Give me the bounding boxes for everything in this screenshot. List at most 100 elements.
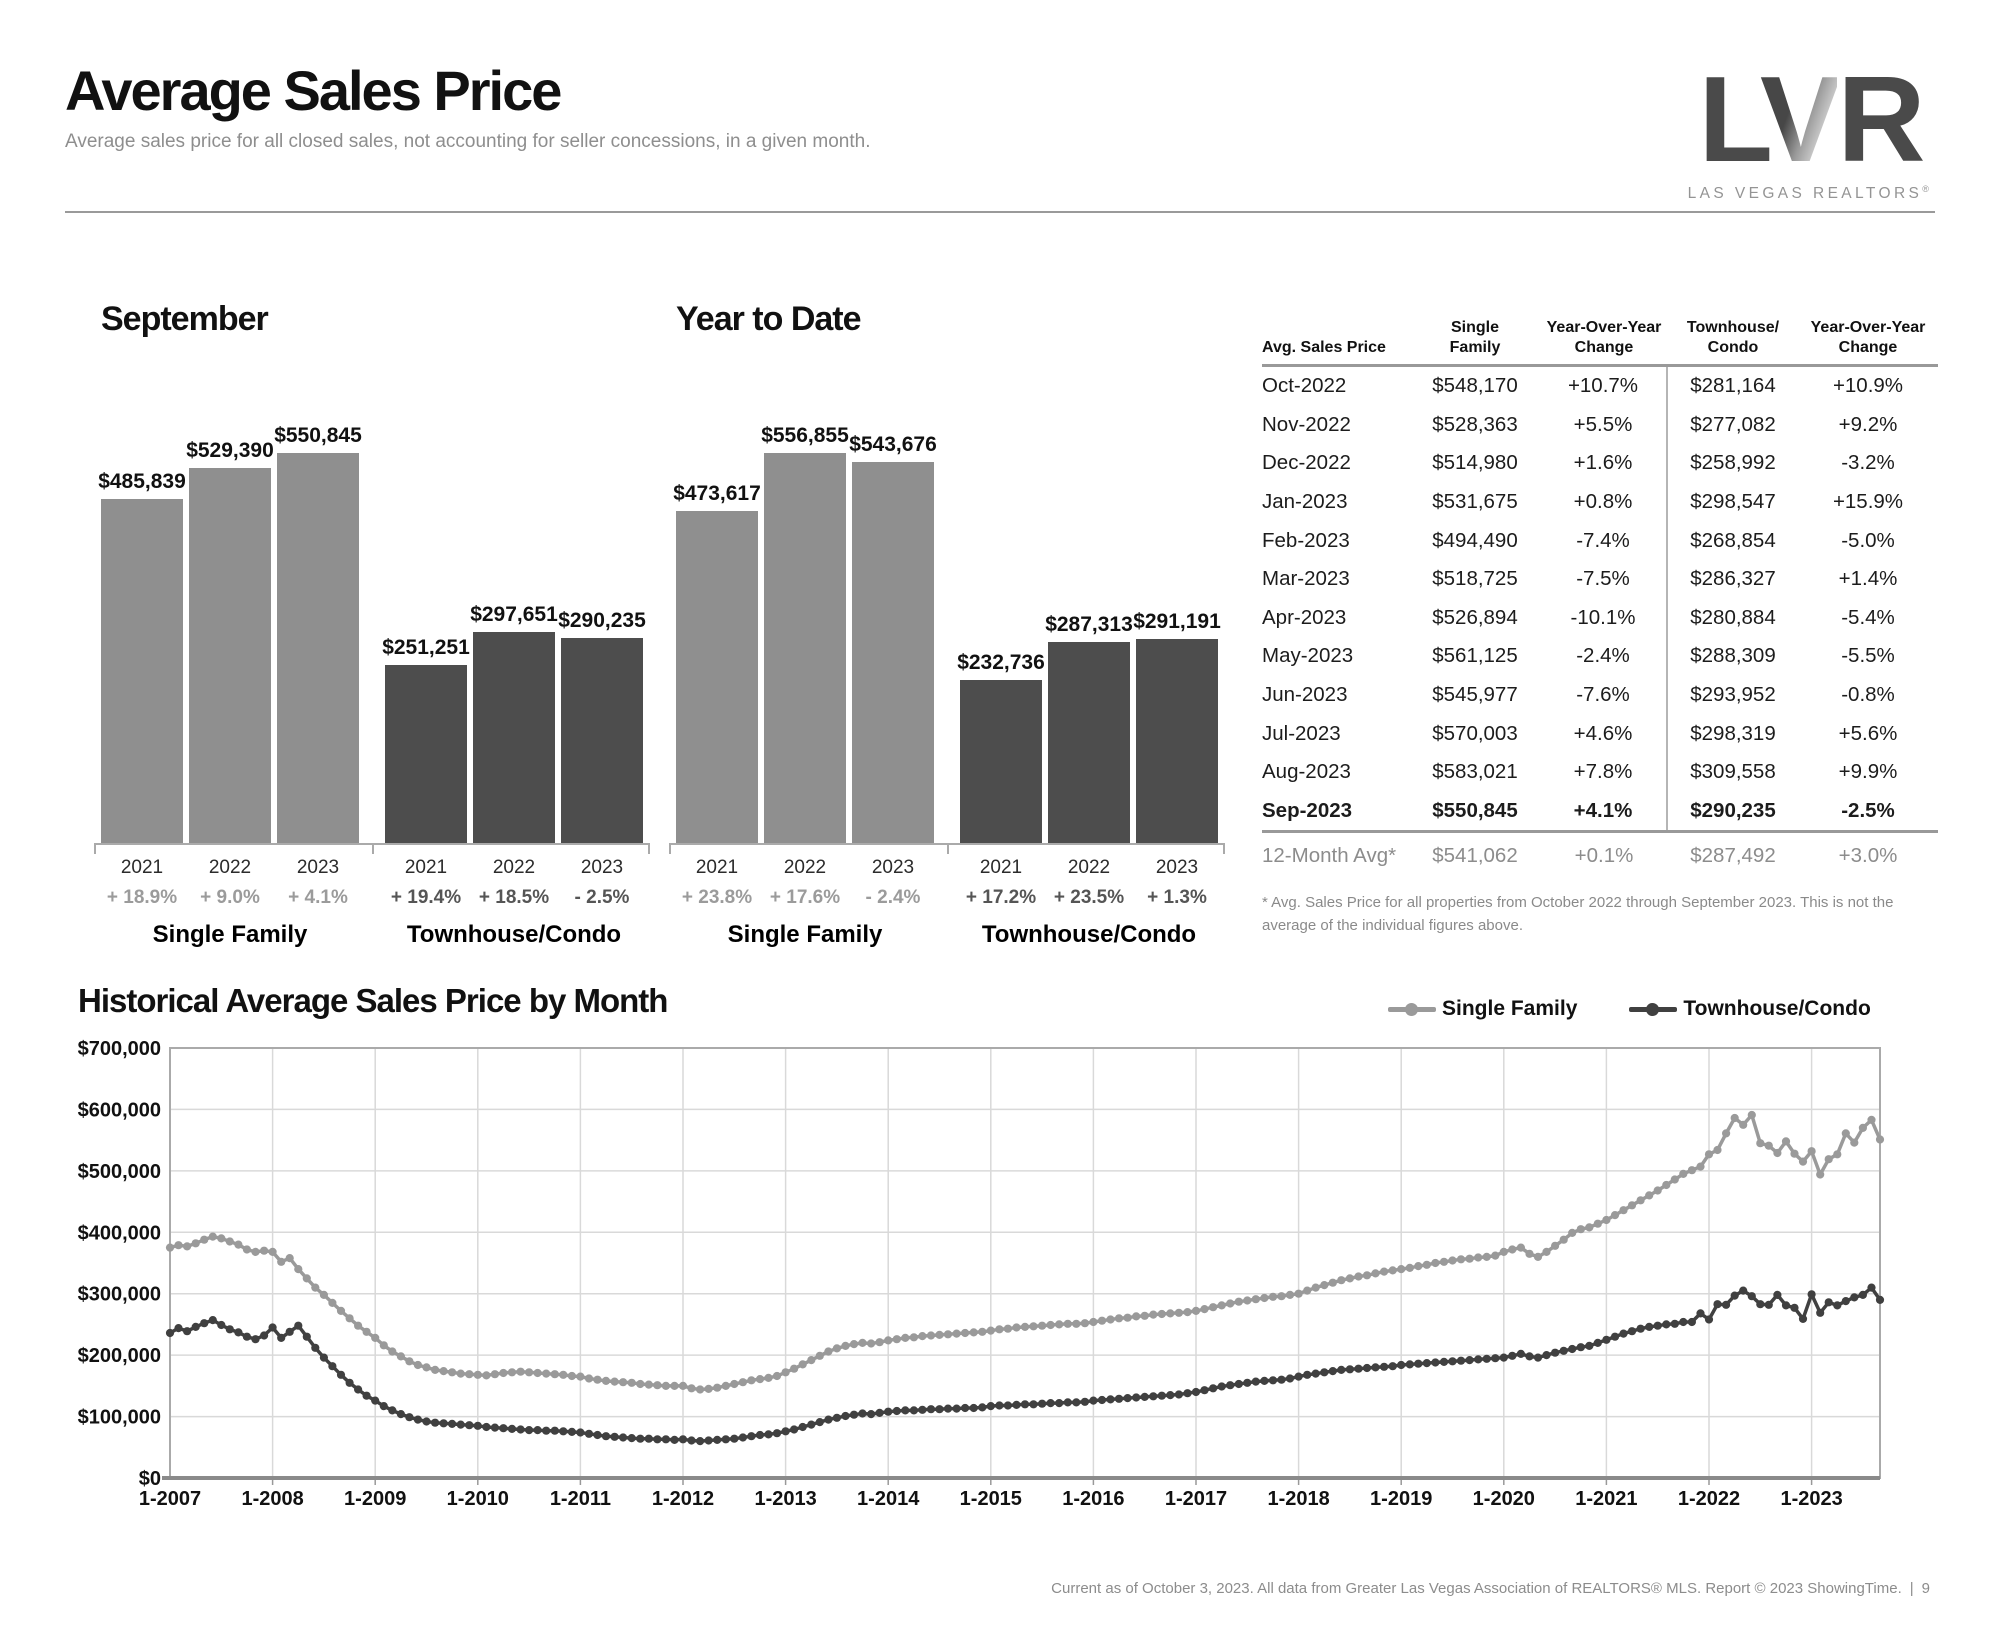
bar-year-label: 2021 bbox=[695, 857, 739, 878]
table-cell: $548,170 bbox=[1432, 374, 1518, 398]
x-axis-tick-label: 1-2012 bbox=[652, 1488, 714, 1510]
table-cell: -7.6% bbox=[1540, 675, 1668, 715]
bar-meta-cell: 2023 + 1.3% bbox=[1136, 855, 1218, 909]
footer-separator: | bbox=[1909, 1580, 1914, 1597]
bar-wrap: $543,676 bbox=[849, 433, 937, 843]
table-row: May-2023 $561,125 -2.4% $288,309 -5.5% bbox=[1262, 637, 1938, 676]
table-avg-cell: $541,062 bbox=[1432, 844, 1518, 868]
y-axis-tick-label: $400,000 bbox=[78, 1222, 161, 1244]
table-cell: -10.1% bbox=[1540, 598, 1668, 638]
table-cell: $518,725 bbox=[1432, 567, 1518, 591]
bar-value-label: $556,855 bbox=[761, 424, 849, 447]
y-axis-tick-label: $600,000 bbox=[78, 1099, 161, 1121]
bar bbox=[277, 453, 359, 843]
bar-value-label: $543,676 bbox=[849, 433, 937, 456]
legend-label: Townhouse/Condo bbox=[1683, 997, 1871, 1020]
bar bbox=[852, 462, 934, 843]
bar-year-label: 2022 bbox=[1067, 857, 1111, 878]
x-axis-tick-label: 1-2022 bbox=[1678, 1488, 1740, 1510]
bar-change-label: + 23.5% bbox=[1053, 887, 1125, 908]
table-cell: -5.4% bbox=[1841, 605, 1895, 629]
table-cell: $277,082 bbox=[1690, 412, 1776, 436]
bar-value-label: $297,651 bbox=[470, 603, 558, 626]
table-header-cell: Year-Over-Year Change bbox=[1546, 319, 1662, 356]
table-cell: Oct-2022 bbox=[1262, 374, 1347, 398]
bar-meta-cell: 2021 + 18.9% bbox=[101, 855, 183, 909]
bar-wrap: $291,191 bbox=[1133, 610, 1221, 843]
y-axis-tick-label: $100,000 bbox=[78, 1407, 161, 1429]
monthly-price-table: Avg. Sales Price Single Family Year-Over-Y… bbox=[1262, 318, 1938, 938]
y-axis-tick-label: $0 bbox=[139, 1468, 161, 1490]
bar bbox=[960, 680, 1042, 843]
table-header-cell: Year-Over-Year Change bbox=[1810, 319, 1926, 356]
bar-value-label: $473,617 bbox=[673, 482, 761, 505]
historical-chart-title: Historical Average Sales Price by Month bbox=[78, 982, 668, 1019]
bar-value-label: $485,839 bbox=[98, 470, 186, 493]
table-avg-cell: 12-Month Avg* bbox=[1262, 844, 1397, 868]
table-cell: -2.4% bbox=[1540, 637, 1668, 676]
bar-year-label: 2023 bbox=[580, 857, 624, 878]
table-cell: -7.4% bbox=[1540, 521, 1668, 560]
bar-year-label: 2021 bbox=[404, 857, 448, 878]
table-header: Avg. Sales Price Single Family Year-Over-Y… bbox=[1262, 318, 1938, 367]
lvr-logo: LVR LAS VEGAS REALTORS® bbox=[1680, 58, 1940, 203]
september-bar-chart: September $485,839 $529,390 $550,845 $251,2… bbox=[85, 300, 657, 949]
bar-change-label: - 2.4% bbox=[865, 887, 921, 908]
bar-meta-cell: 2022 + 18.5% bbox=[473, 855, 555, 909]
bar-meta-cell: 2021 + 23.8% bbox=[676, 855, 758, 909]
bar-value-label: $232,736 bbox=[957, 651, 1045, 674]
bar-change-label: + 23.8% bbox=[681, 887, 753, 908]
table-cell: Apr-2023 bbox=[1262, 605, 1347, 629]
bar-change-label: + 18.9% bbox=[106, 887, 178, 908]
table-cell: $526,894 bbox=[1432, 605, 1518, 629]
bar-group-meta: 2021 + 19.4% 2022 + 18.5% 2023 - 2.5% bbox=[385, 855, 643, 909]
bar-value-label: $291,191 bbox=[1133, 610, 1221, 633]
table-cell: Jan-2023 bbox=[1262, 490, 1348, 514]
page-subtitle: Average sales price for all closed sales… bbox=[65, 130, 871, 152]
lvr-logo-v: V bbox=[1759, 51, 1841, 187]
table-cell: $281,164 bbox=[1690, 374, 1776, 398]
bar-meta-cell: 2023 + 4.1% bbox=[277, 855, 359, 909]
bar-meta-row: 2021 + 18.9% 2022 + 9.0% 2023 + 4.1% 2021 + 19.… bbox=[101, 855, 643, 909]
table-row: Feb-2023 $494,490 -7.4% $268,854 -5.0% bbox=[1262, 521, 1938, 560]
table-row: Dec-2022 $514,980 +1.6% $258,992 -3.2% bbox=[1262, 444, 1938, 483]
table-cell: $494,490 bbox=[1432, 528, 1518, 552]
bar bbox=[561, 638, 643, 843]
bar-year-label: 2021 bbox=[979, 857, 1023, 878]
bar-group-label: Single Family bbox=[152, 921, 308, 948]
x-axis-tick-label: 1-2015 bbox=[960, 1488, 1022, 1510]
bar-group-label: Townhouse/Condo bbox=[406, 921, 622, 948]
bar-year-label: 2021 bbox=[120, 857, 164, 878]
bar-wrap: $556,855 bbox=[761, 424, 849, 843]
section-title-ytd: Year to Date bbox=[676, 300, 862, 338]
bar-year-label: 2022 bbox=[208, 857, 252, 878]
table-cell: Sep-2023 bbox=[1262, 798, 1353, 822]
footer-text: Current as of October 3, 2023. All data … bbox=[1051, 1580, 1902, 1597]
lvr-logo-text: LVR bbox=[1698, 51, 1926, 187]
x-axis-tick-label: 1-2014 bbox=[857, 1488, 920, 1510]
bar-change-label: + 17.6% bbox=[769, 887, 841, 908]
page-number: 9 bbox=[1921, 1580, 1930, 1597]
bar-group-meta: 2021 + 17.2% 2022 + 23.5% 2023 + 1.3% bbox=[960, 855, 1218, 909]
table-cell: May-2023 bbox=[1262, 644, 1354, 668]
table-cell: $514,980 bbox=[1432, 451, 1518, 475]
table-cell: Dec-2022 bbox=[1262, 451, 1351, 475]
x-axis-tick-label: 1-2011 bbox=[550, 1488, 611, 1510]
bar bbox=[189, 468, 271, 843]
table-row: Mar-2023 $518,725 -7.5% $286,327 +1.4% bbox=[1262, 559, 1938, 599]
table-cell: $528,363 bbox=[1432, 412, 1518, 436]
bar-group-meta: 2021 + 18.9% 2022 + 9.0% 2023 + 4.1% bbox=[101, 855, 359, 909]
table-avg-cell: $287,492 bbox=[1690, 844, 1776, 868]
table-row: Aug-2023 $583,021 +7.8% $309,558 +9.9% bbox=[1262, 752, 1938, 792]
table-cell: $545,977 bbox=[1432, 683, 1518, 707]
historical-chart-legend: Single Family Townhouse/Condo bbox=[1388, 997, 1871, 1021]
table-row: Jul-2023 $570,003 +4.6% $298,319 +5.6% bbox=[1262, 714, 1938, 753]
table-cell: $550,845 bbox=[1432, 798, 1518, 822]
x-axis-tick-label: 1-2021 bbox=[1575, 1488, 1637, 1510]
bar-group-meta: 2021 + 23.8% 2022 + 17.6% 2023 - 2.4% bbox=[676, 855, 934, 909]
bar-change-label: + 17.2% bbox=[965, 887, 1037, 908]
page-title: Average Sales Price bbox=[65, 59, 562, 122]
table-cell: +10.9% bbox=[1832, 374, 1904, 398]
table-cell: $286,327 bbox=[1690, 567, 1776, 591]
table-cell: -5.0% bbox=[1841, 528, 1895, 552]
